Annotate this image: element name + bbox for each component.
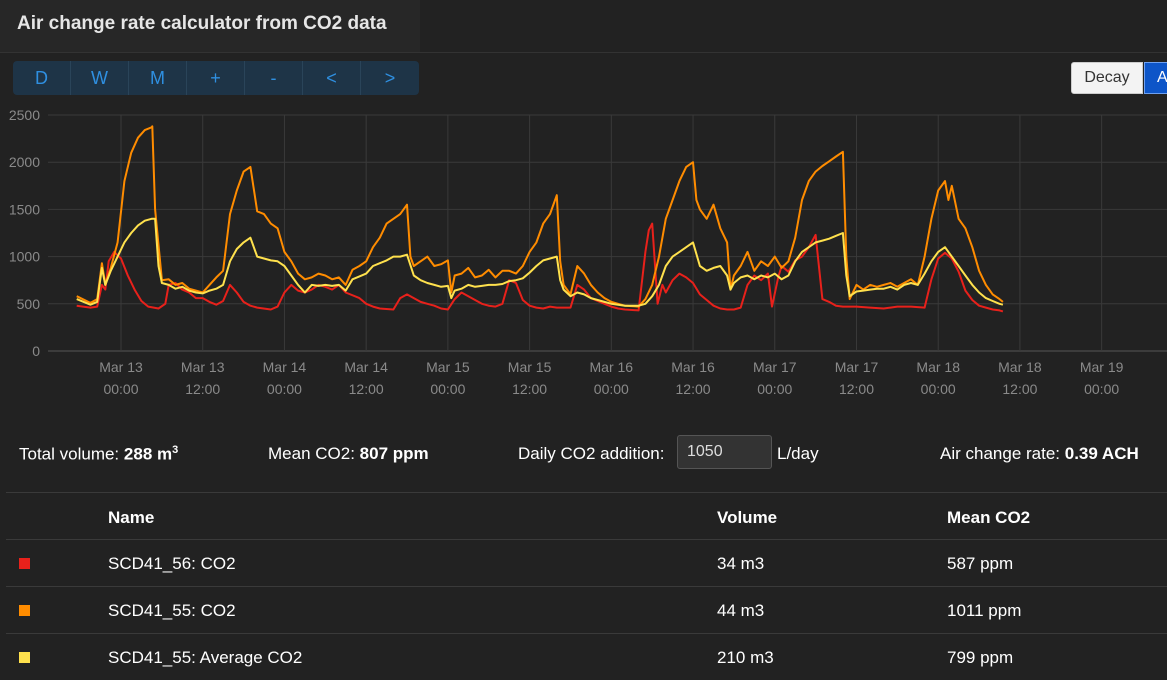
row-mean-co2: 587 ppm xyxy=(947,554,1014,573)
x-tick-time: 00:00 xyxy=(103,381,138,397)
row-volume: 210 m3 xyxy=(717,648,774,667)
x-tick-date: Mar 15 xyxy=(426,359,470,375)
x-tick-time: 00:00 xyxy=(1084,381,1119,397)
chart-grid xyxy=(48,114,1167,352)
x-tick-date: Mar 16 xyxy=(590,359,634,375)
mean-co2-stat: Mean CO2: 807 ppm xyxy=(268,444,429,464)
daily-co2-label: Daily CO2 addition: xyxy=(518,444,665,463)
x-tick-time: 12:00 xyxy=(185,381,220,397)
series-color-swatch xyxy=(19,605,30,616)
series-color-swatch xyxy=(19,652,30,663)
row-volume: 34 m3 xyxy=(717,554,765,573)
x-tick-time: 12:00 xyxy=(1002,381,1037,397)
x-tick-date: Mar 13 xyxy=(181,359,225,375)
y-tick-label: 1500 xyxy=(9,201,40,217)
x-tick-time: 00:00 xyxy=(757,381,792,397)
y-tick-label: 0 xyxy=(32,343,40,359)
air-change-rate-stat: Air change rate: 0.39 ACH xyxy=(940,444,1139,464)
total-volume-stat: Total volume: 288 m3 xyxy=(19,444,178,465)
x-tick-time: 12:00 xyxy=(349,381,384,397)
zoom-in-button[interactable]: + xyxy=(187,61,245,95)
sensor-table: Name Volume Mean CO2 SCD41_56: CO2 34 m3… xyxy=(6,492,1167,680)
x-tick-date: Mar 14 xyxy=(344,359,388,375)
x-tick-time: 00:00 xyxy=(594,381,629,397)
y-tick-label: 2500 xyxy=(9,107,40,123)
previous-period-button[interactable]: < xyxy=(303,61,361,95)
air-change-rate-label: Air change rate: xyxy=(940,444,1061,463)
x-tick-time: 12:00 xyxy=(839,381,874,397)
daily-co2-input[interactable] xyxy=(677,435,772,469)
next-period-button[interactable]: > xyxy=(384,68,396,88)
series-line-scd41-56-co2 xyxy=(76,222,1004,313)
x-tick-date: Mar 14 xyxy=(263,359,307,375)
month-range-button[interactable]: M xyxy=(129,61,187,95)
x-tick-date: Mar 18 xyxy=(998,359,1042,375)
air-change-rate-value: 0.39 ACH xyxy=(1064,444,1139,463)
header-divider xyxy=(0,52,1167,53)
table-row[interactable]: SCD41_56: CO2 34 m3 587 ppm xyxy=(6,539,1167,586)
x-tick-date: Mar 17 xyxy=(753,359,797,375)
y-tick-label: 1000 xyxy=(9,249,40,265)
range-button-group: D W M + - < > xyxy=(13,61,419,95)
x-tick-date: Mar 17 xyxy=(835,359,879,375)
row-volume: 44 m3 xyxy=(717,601,765,620)
table-row[interactable]: SCD41_55: Average CO2 210 m3 799 ppm xyxy=(6,633,1167,680)
day-range-button[interactable]: D xyxy=(13,61,71,95)
mean-co2-label: Mean CO2: xyxy=(268,444,355,463)
row-name: SCD41_55: CO2 xyxy=(108,601,236,620)
row-mean-co2: 799 ppm xyxy=(947,648,1014,667)
column-header-name: Name xyxy=(108,508,155,527)
x-tick-time: 12:00 xyxy=(512,381,547,397)
x-tick-date: Mar 19 xyxy=(1080,359,1124,375)
total-volume-label: Total volume: xyxy=(19,444,120,464)
series-line-scd41-55-average-co2 xyxy=(76,217,1004,307)
co2-chart: 0 500 1000 1500 2000 2500 Mar 13 00:00 Mar 13 12… xyxy=(9,107,1167,397)
row-name: SCD41_55: Average CO2 xyxy=(108,648,303,667)
zoom-out-button[interactable]: - xyxy=(245,61,303,95)
x-tick-date: Mar 16 xyxy=(671,359,715,375)
daily-co2-unit: L/day xyxy=(777,444,819,463)
column-header-mean-co2: Mean CO2 xyxy=(947,508,1031,527)
row-mean-co2: 1011 ppm xyxy=(947,601,1022,620)
mean-co2-value: 807 ppm xyxy=(359,444,429,463)
x-tick-date: Mar 15 xyxy=(508,359,552,375)
decay-mode-button[interactable]: Decay xyxy=(1071,62,1143,94)
app-header: Air change rate calculator from CO2 data xyxy=(0,0,420,52)
y-tick-label: 500 xyxy=(17,296,41,312)
row-name: SCD41_56: CO2 xyxy=(108,554,236,573)
table-header-row: Name Volume Mean CO2 xyxy=(6,492,1167,539)
column-header-volume: Volume xyxy=(717,508,778,527)
page-title: Air change rate calculator from CO2 data xyxy=(17,13,387,34)
x-tick-date: Mar 18 xyxy=(916,359,960,375)
chart-series xyxy=(76,125,1004,313)
series-color-swatch xyxy=(19,558,30,569)
x-tick-date: Mar 13 xyxy=(99,359,143,375)
a-mode-button[interactable]: A xyxy=(1144,62,1167,94)
x-tick-time: 00:00 xyxy=(430,381,465,397)
x-tick-time: 00:00 xyxy=(267,381,302,397)
x-axis-ticks: Mar 13 00:00 Mar 13 12:00 Mar 14 00:00 Mar 14 1… xyxy=(99,359,1124,397)
x-tick-time: 12:00 xyxy=(676,381,711,397)
x-tick-time: 00:00 xyxy=(921,381,956,397)
series-line-scd41-55-co2 xyxy=(76,125,1004,308)
y-tick-label: 2000 xyxy=(9,154,40,170)
week-range-button[interactable]: W xyxy=(71,61,129,95)
table-row[interactable]: SCD41_55: CO2 44 m3 1011 ppm xyxy=(6,586,1167,633)
total-volume-value: 288 m xyxy=(123,444,173,464)
total-volume-sup: 3 xyxy=(172,444,179,456)
y-axis-ticks: 0 500 1000 1500 2000 2500 xyxy=(9,107,40,359)
